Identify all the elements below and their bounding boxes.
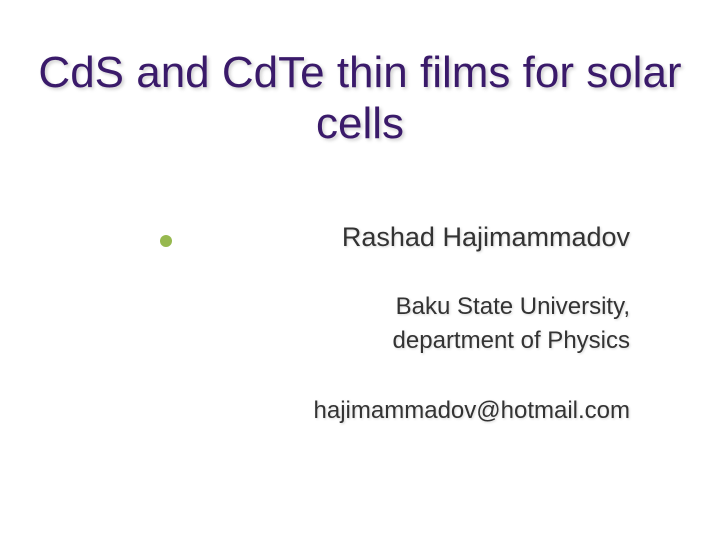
- author-name: Rashad Hajimammadov: [0, 222, 630, 253]
- affiliation-line-1: Baku State University,: [0, 293, 630, 321]
- affiliation-line-2: department of Physics: [0, 327, 630, 355]
- author-email: hajimammadov@hotmail.com: [0, 397, 630, 425]
- slide-title: CdS and CdTe thin films for solar cells: [0, 48, 720, 149]
